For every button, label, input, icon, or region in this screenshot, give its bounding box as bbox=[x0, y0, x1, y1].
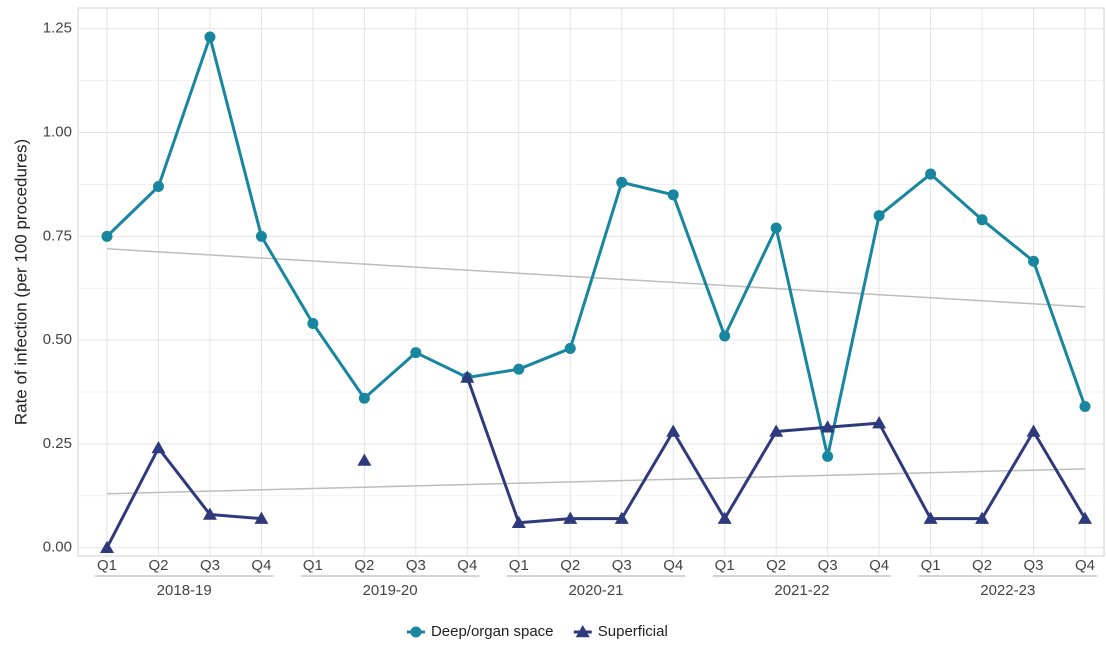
point bbox=[820, 420, 835, 433]
trend-line bbox=[106, 468, 1086, 495]
x-tick-label: Q4 bbox=[457, 557, 477, 574]
point bbox=[307, 318, 319, 330]
x-tick-label: Q1 bbox=[921, 557, 941, 574]
point bbox=[616, 176, 628, 188]
point bbox=[357, 453, 372, 466]
series-line bbox=[105, 35, 1087, 458]
x-tick-label: Q4 bbox=[1075, 557, 1095, 574]
x-tick-label: Q4 bbox=[869, 557, 889, 574]
x-tick-label: Q3 bbox=[818, 557, 838, 574]
y-tick-label: 0.25 bbox=[43, 435, 72, 452]
point bbox=[925, 168, 937, 180]
legend-label: Superficial bbox=[598, 623, 668, 640]
legend-marker bbox=[410, 626, 422, 638]
point bbox=[1026, 424, 1041, 437]
point bbox=[202, 507, 217, 520]
x-tick-label: Q1 bbox=[303, 557, 323, 574]
point bbox=[152, 181, 164, 193]
y-tick-label: 0.00 bbox=[43, 539, 72, 556]
x-tick-label: Q1 bbox=[509, 557, 529, 574]
point bbox=[976, 214, 988, 226]
point bbox=[460, 370, 475, 383]
x-tick-label: Q2 bbox=[766, 557, 786, 574]
point bbox=[1079, 401, 1091, 413]
point bbox=[717, 511, 732, 524]
point bbox=[822, 450, 834, 462]
point bbox=[667, 189, 679, 201]
point bbox=[563, 511, 578, 524]
point bbox=[923, 511, 938, 524]
point bbox=[564, 342, 576, 354]
series-line bbox=[105, 376, 1087, 549]
point bbox=[255, 230, 267, 242]
y-tick-label: 1.00 bbox=[43, 124, 72, 141]
point bbox=[410, 347, 422, 359]
point bbox=[666, 424, 681, 437]
group-label: 2019-20 bbox=[363, 582, 418, 599]
point bbox=[873, 210, 885, 222]
group-label: 2021-22 bbox=[774, 582, 829, 599]
trend-line bbox=[106, 248, 1086, 308]
x-tick-label: Q4 bbox=[663, 557, 683, 574]
y-axis-title: Rate of infection (per 100 procedures) bbox=[11, 139, 30, 425]
y-tick-label: 0.50 bbox=[43, 331, 72, 348]
x-tick-label: Q2 bbox=[354, 557, 374, 574]
point bbox=[513, 363, 525, 375]
point bbox=[151, 441, 166, 454]
x-tick-label: Q2 bbox=[560, 557, 580, 574]
panel bbox=[77, 7, 1105, 557]
y-tick-label: 0.75 bbox=[43, 227, 72, 244]
point bbox=[101, 230, 113, 242]
point bbox=[254, 511, 269, 524]
point bbox=[872, 416, 887, 429]
point bbox=[100, 540, 114, 553]
point bbox=[770, 222, 782, 234]
y-tick-label: 1.25 bbox=[43, 20, 72, 37]
x-tick-label: Q1 bbox=[97, 557, 117, 574]
point bbox=[511, 515, 526, 529]
group-label: 2018-19 bbox=[157, 582, 212, 599]
x-tick-label: Q3 bbox=[1024, 557, 1044, 574]
legend-marker bbox=[575, 625, 590, 638]
x-tick-label: Q1 bbox=[715, 557, 735, 574]
x-tick-label: Q2 bbox=[148, 557, 168, 574]
point bbox=[358, 392, 370, 404]
point bbox=[204, 31, 216, 43]
x-tick-label: Q3 bbox=[406, 557, 426, 574]
point bbox=[614, 511, 629, 524]
point bbox=[719, 330, 731, 342]
x-tick-label: Q4 bbox=[251, 557, 271, 574]
group-label: 2022-23 bbox=[980, 582, 1035, 599]
x-tick-label: Q3 bbox=[612, 557, 632, 574]
point bbox=[1028, 255, 1040, 267]
point bbox=[975, 511, 990, 524]
x-tick-label: Q2 bbox=[972, 557, 992, 574]
point bbox=[769, 424, 784, 437]
point bbox=[1078, 511, 1092, 524]
x-tick-label: Q3 bbox=[200, 557, 220, 574]
legend-label: Deep/organ space bbox=[431, 623, 554, 640]
group-label: 2020-21 bbox=[568, 582, 623, 599]
